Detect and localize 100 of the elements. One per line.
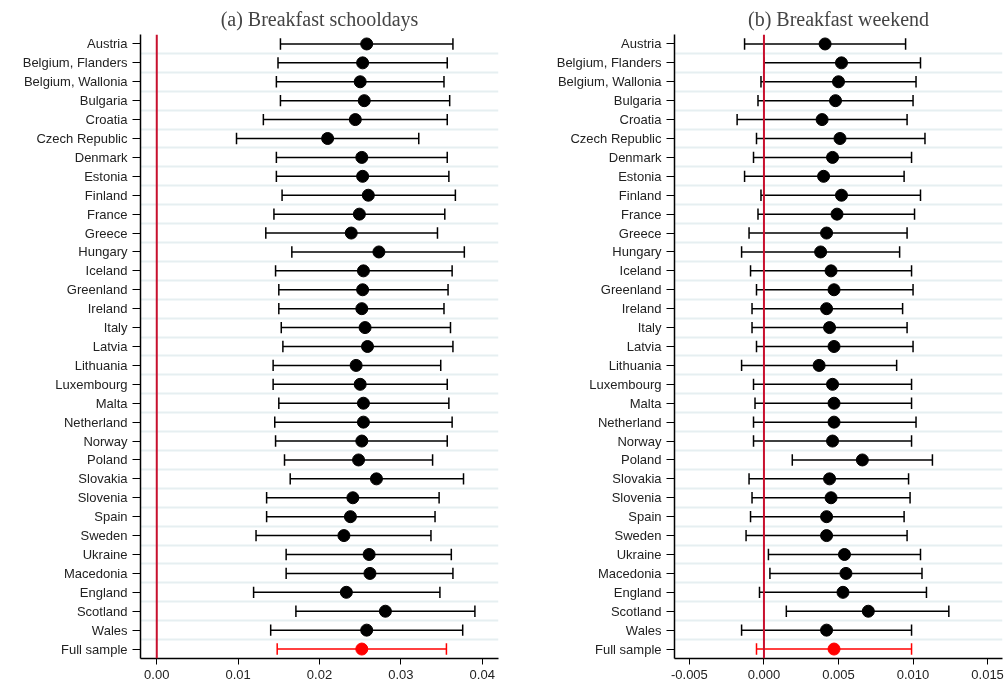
y-tick-label: Latvia bbox=[626, 339, 663, 354]
point bbox=[827, 642, 841, 656]
point bbox=[824, 264, 838, 278]
point bbox=[356, 264, 370, 278]
y-tick-label: Hungary bbox=[78, 244, 128, 260]
point bbox=[356, 56, 370, 70]
y-tick-label: Norway bbox=[617, 433, 662, 449]
x-tick-label: 0.010 bbox=[896, 666, 930, 682]
point bbox=[820, 623, 834, 637]
point bbox=[820, 226, 834, 240]
y-tick-label: Finland bbox=[84, 187, 128, 203]
y-tick-label: Ireland bbox=[87, 301, 128, 317]
point bbox=[820, 529, 834, 543]
point bbox=[827, 340, 841, 353]
point bbox=[353, 377, 367, 391]
point bbox=[839, 566, 853, 580]
point bbox=[827, 396, 841, 410]
y-tick-label: Greece bbox=[618, 225, 662, 241]
point bbox=[356, 283, 370, 297]
point bbox=[355, 434, 369, 448]
y-tick-label: Denmark bbox=[608, 149, 662, 165]
point bbox=[355, 642, 369, 656]
y-tick-label: Czech Republic bbox=[570, 131, 662, 146]
point bbox=[355, 150, 369, 164]
point bbox=[820, 510, 834, 524]
point bbox=[861, 604, 875, 618]
y-tick-label: Scotland bbox=[610, 603, 662, 619]
y-tick-label: Czech Republic bbox=[36, 131, 128, 146]
y-tick-label: Wales bbox=[91, 622, 128, 638]
y-tick-label: Netherland bbox=[63, 414, 128, 430]
point bbox=[339, 585, 353, 599]
y-tick-label: France bbox=[621, 206, 662, 222]
y-tick-label: Bulgaria bbox=[79, 93, 129, 109]
chart-title: (b) Breakfast weekend bbox=[747, 7, 930, 31]
y-tick-label: Netherland bbox=[597, 414, 662, 430]
y-tick-label: Ukraine bbox=[616, 547, 662, 562]
y-tick-label: Finland bbox=[618, 187, 662, 203]
point bbox=[369, 472, 383, 486]
y-tick-label: Greece bbox=[84, 225, 128, 241]
y-tick-label: Luxembourg bbox=[55, 376, 128, 392]
y-tick-label: Belgium, Wallonia bbox=[23, 74, 129, 90]
y-tick-label: France bbox=[87, 206, 128, 222]
y-tick-label: Ireland bbox=[621, 301, 662, 317]
y-tick-label: England bbox=[613, 584, 662, 600]
y-tick-label: Latvia bbox=[92, 339, 129, 354]
y-tick-label: Slovenia bbox=[611, 490, 663, 506]
point bbox=[830, 207, 844, 221]
point bbox=[356, 169, 370, 183]
y-tick-label: Poland bbox=[87, 452, 128, 468]
point bbox=[360, 623, 374, 637]
point bbox=[361, 340, 374, 353]
point bbox=[823, 472, 837, 486]
point bbox=[321, 132, 335, 145]
y-tick-label: Poland bbox=[621, 452, 662, 468]
point bbox=[826, 150, 840, 164]
point bbox=[378, 604, 392, 618]
y-tick-label: Austria bbox=[87, 36, 129, 52]
y-tick-label: Scotland bbox=[76, 603, 128, 619]
point bbox=[832, 75, 845, 89]
y-tick-label: Luxembourg bbox=[589, 376, 662, 392]
y-tick-label: Wales bbox=[625, 622, 662, 638]
point bbox=[818, 37, 832, 51]
y-tick-label: Italy bbox=[637, 320, 662, 336]
y-tick-label: Slovenia bbox=[77, 490, 129, 506]
y-tick-label: Estonia bbox=[618, 168, 663, 184]
point bbox=[833, 132, 847, 145]
y-tick-label: Greenland bbox=[600, 282, 662, 298]
point bbox=[834, 188, 848, 202]
point bbox=[361, 188, 375, 202]
point bbox=[353, 75, 367, 89]
point bbox=[360, 37, 374, 51]
y-tick-label: Denmark bbox=[74, 149, 128, 165]
x-tick-label: 0.000 bbox=[747, 666, 781, 682]
point bbox=[346, 491, 360, 505]
point bbox=[836, 585, 850, 599]
y-tick-label: Estonia bbox=[84, 168, 129, 184]
y-tick-label: Macedonia bbox=[63, 565, 129, 581]
point bbox=[363, 566, 377, 580]
y-tick-label: Hungary bbox=[612, 244, 662, 260]
x-tick-label: 0.02 bbox=[306, 666, 333, 682]
y-tick-label: Sweden bbox=[614, 528, 662, 544]
point bbox=[356, 415, 370, 429]
y-tick-label: Iceland bbox=[619, 263, 662, 279]
point bbox=[357, 94, 371, 108]
y-tick-label: England bbox=[79, 584, 128, 600]
y-tick-label: Spain bbox=[628, 509, 662, 525]
y-tick-label: Italy bbox=[103, 320, 128, 336]
y-tick-label: Full sample bbox=[61, 641, 128, 657]
point bbox=[349, 358, 363, 372]
y-tick-label: Slovakia bbox=[78, 471, 129, 487]
point bbox=[827, 415, 841, 429]
y-tick-label: Iceland bbox=[85, 263, 128, 279]
point bbox=[815, 113, 829, 127]
point bbox=[824, 491, 838, 505]
y-tick-label: Norway bbox=[83, 433, 128, 449]
y-tick-label: Greenland bbox=[66, 282, 128, 298]
point bbox=[820, 302, 834, 316]
y-tick-label: Croatia bbox=[85, 112, 129, 128]
x-tick-label: 0.01 bbox=[225, 666, 251, 682]
point bbox=[829, 94, 843, 108]
